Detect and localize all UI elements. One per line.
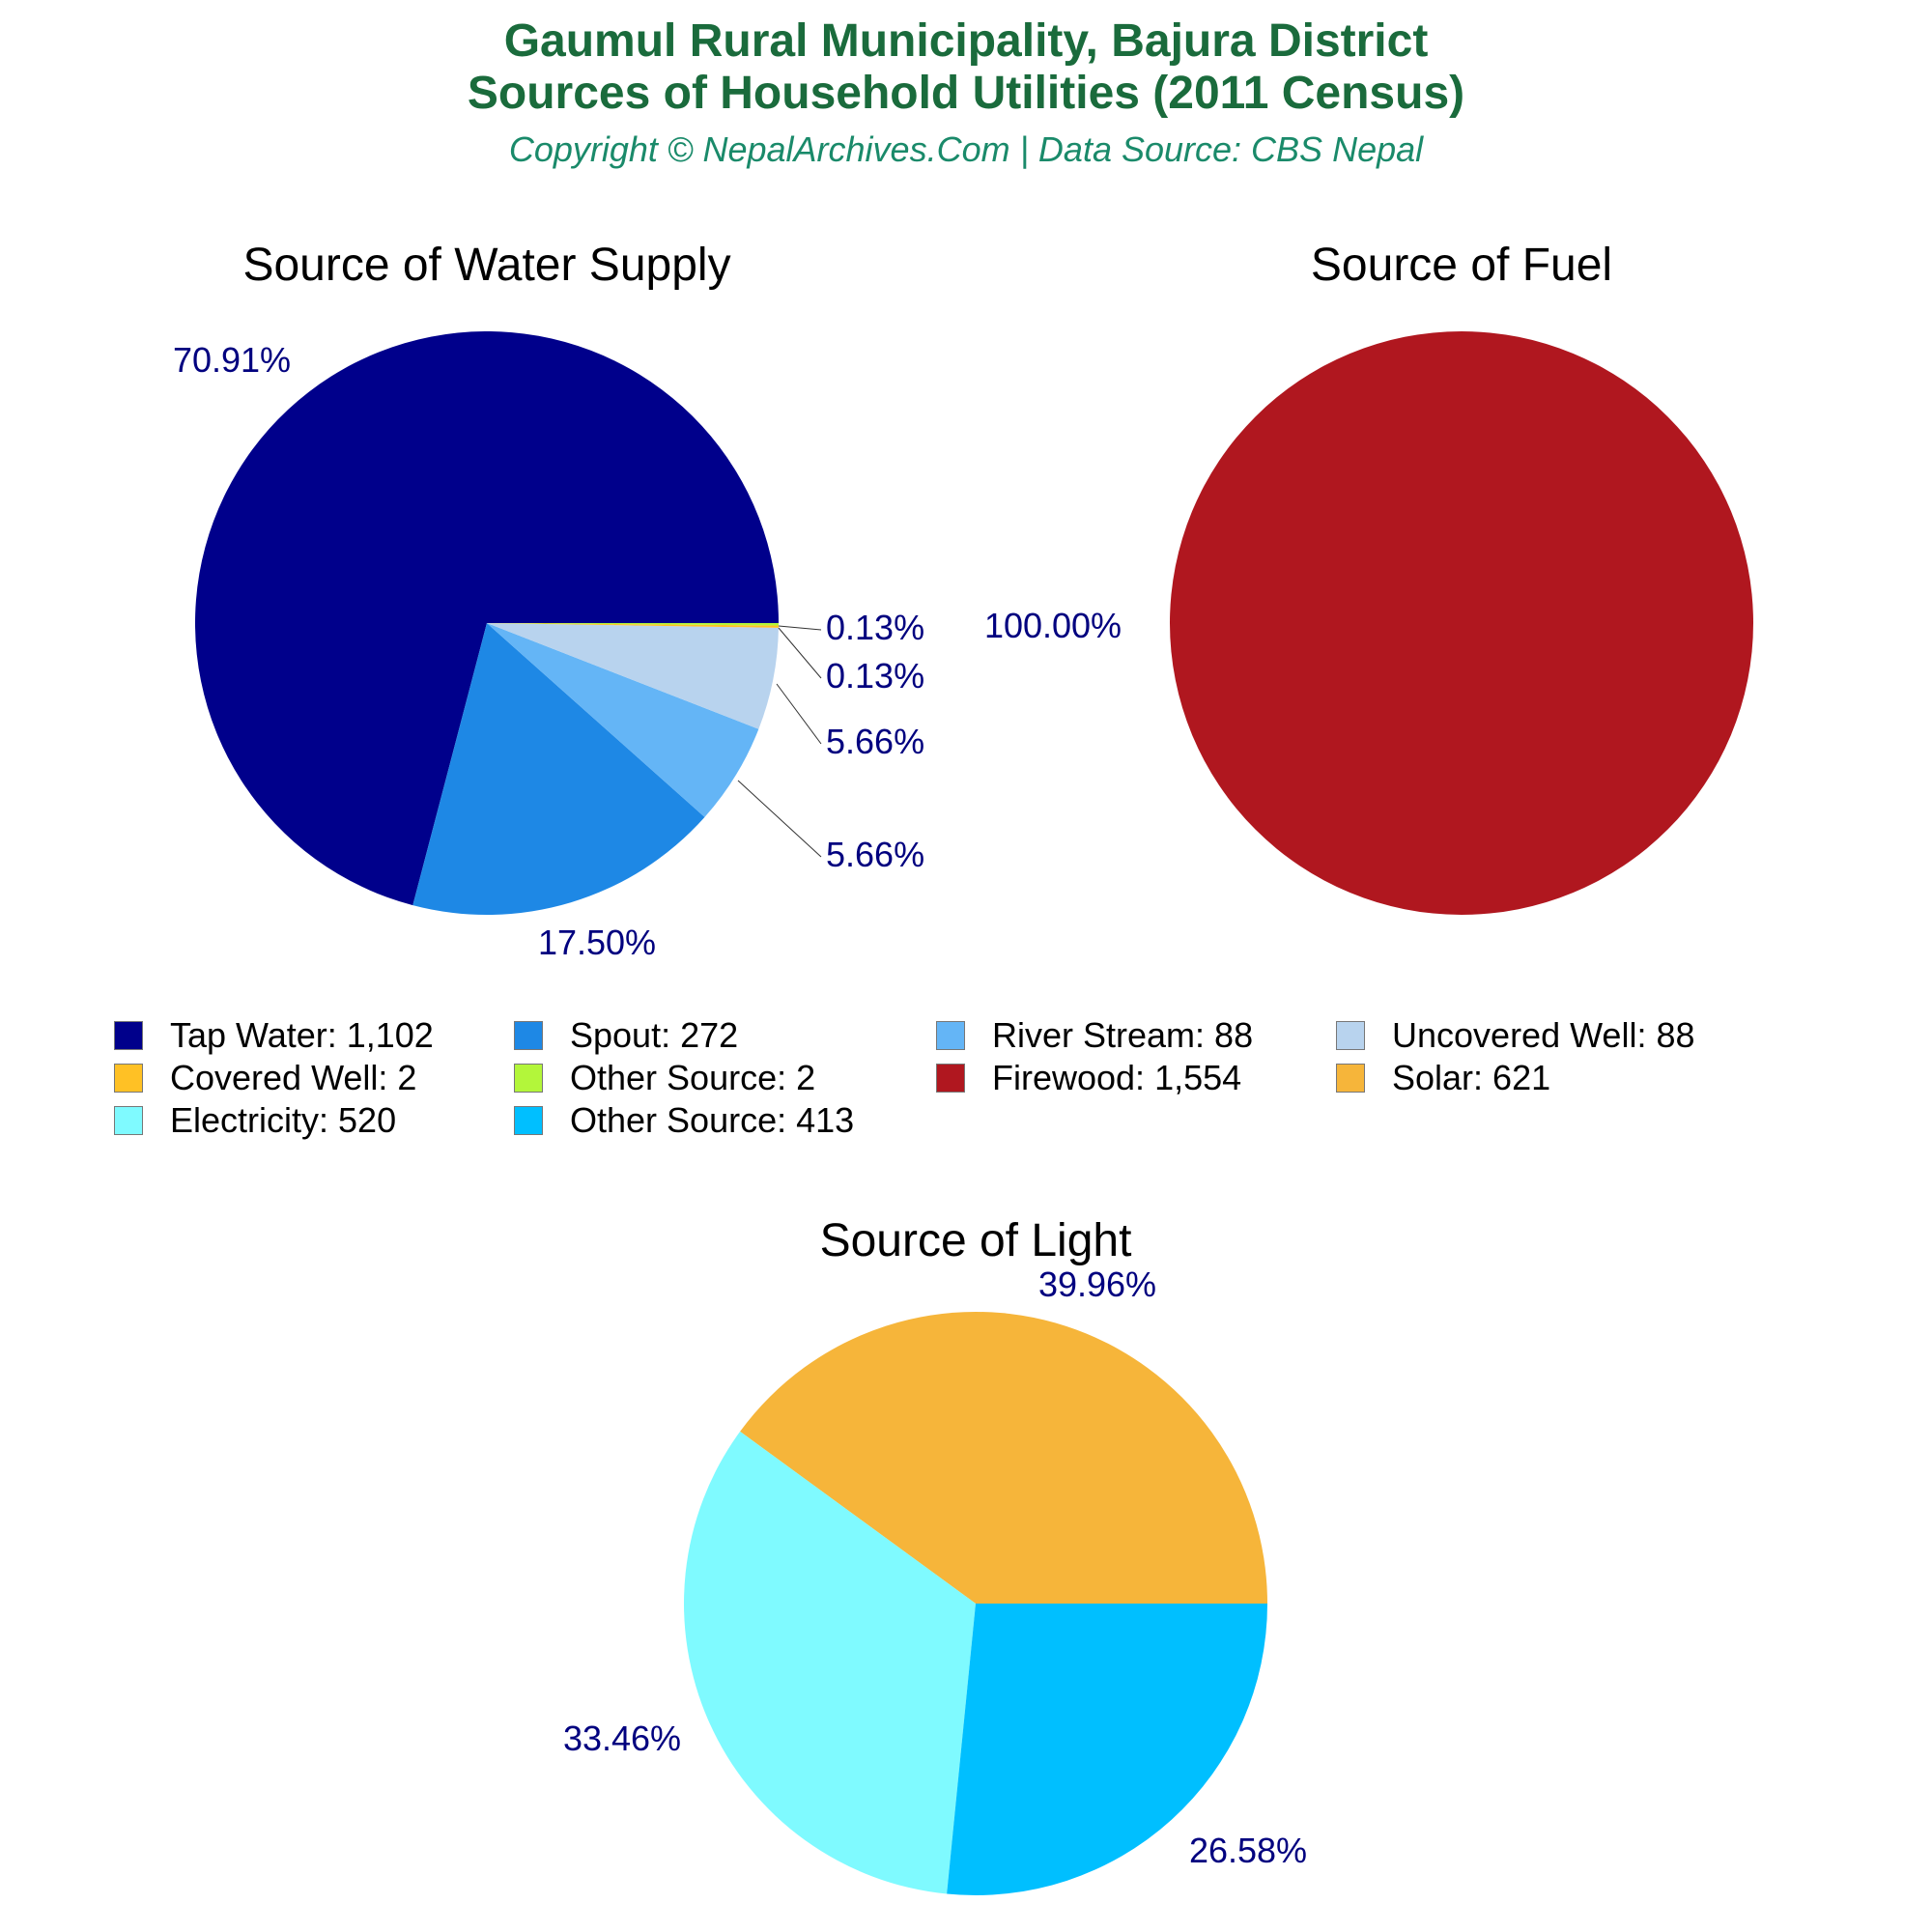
legend-swatch	[1336, 1064, 1365, 1093]
legend-item-other-source: Other Source: 413	[514, 1100, 855, 1140]
source-of-light-pct-label-2: 26.58%	[1189, 1831, 1307, 1870]
legend-label: Solar: 621	[1392, 1058, 1551, 1097]
legend-item-spout: Spout: 272	[514, 1015, 739, 1055]
legend-label: Uncovered Well: 88	[1392, 1015, 1695, 1055]
source-of-water-supply-leader-5	[778, 627, 822, 679]
source-of-fuel-title: Source of Fuel	[1311, 240, 1612, 291]
legend-item-uncovered-well: Uncovered Well: 88	[1336, 1015, 1695, 1055]
source-of-light-slice-electricity	[684, 1431, 976, 1894]
legend-item-river-stream: River Stream: 88	[936, 1015, 1254, 1055]
source-of-water-supply-slice-uncovered-well	[487, 623, 779, 729]
source-of-light-pct-label-1: 33.46%	[563, 1719, 681, 1758]
source-of-water-supply-leader-4	[778, 625, 822, 631]
source-of-light-pct-label-0: 39.96%	[1038, 1264, 1156, 1304]
legend-item-tap-water: Tap Water: 1,102	[114, 1015, 434, 1055]
source-of-light-title: Source of Light	[820, 1215, 1132, 1266]
source-of-water-supply-pct-label-5: 0.13%	[826, 656, 924, 696]
source-of-water-supply-pct-label-2: 5.66%	[826, 835, 924, 874]
source-of-fuel-pct-label-0: 100.00%	[984, 606, 1122, 645]
legend-label: River Stream: 88	[992, 1015, 1254, 1055]
legend-swatch	[514, 1021, 543, 1050]
page-title-line-1: Gaumul Rural Municipality, Bajura Distri…	[503, 15, 1429, 67]
legend-label: Tap Water: 1,102	[170, 1015, 434, 1055]
source-of-water-supply-pct-label-4: 0.13%	[826, 608, 924, 647]
legend-swatch	[114, 1064, 143, 1093]
legend-item-solar: Solar: 621	[1336, 1058, 1551, 1097]
legend-label: Other Source: 413	[570, 1100, 855, 1140]
source-of-light-slice-other-source	[947, 1604, 1267, 1895]
legend-swatch	[936, 1064, 965, 1093]
source-of-water-supply-leader-3	[776, 683, 822, 745]
legend-label: Covered Well: 2	[170, 1058, 417, 1097]
source-of-water-supply-pct-label-1: 17.50%	[538, 923, 656, 962]
legend-item-firewood: Firewood: 1,554	[936, 1058, 1242, 1097]
source-of-water-supply-slice-tap-water	[195, 331, 780, 906]
legend-item-other-source: Other Source: 2	[514, 1058, 816, 1097]
source-of-light-slice-solar	[740, 1312, 1267, 1604]
page-subtitle: Copyright © NepalArchives.Com | Data Sou…	[508, 129, 1424, 169]
legend-label: Electricity: 520	[170, 1100, 397, 1140]
legend-swatch	[514, 1106, 543, 1135]
source-of-water-supply-slice-spout	[412, 623, 705, 915]
legend-swatch	[936, 1021, 965, 1050]
legend-swatch	[514, 1064, 543, 1093]
legend-item-covered-well: Covered Well: 2	[114, 1058, 417, 1097]
source-of-water-supply-title: Source of Water Supply	[242, 240, 730, 291]
legend-label: Other Source: 2	[570, 1058, 816, 1097]
source-of-fuel-slice-firewood	[1170, 331, 1753, 915]
legend-item-electricity: Electricity: 520	[114, 1100, 397, 1140]
source-of-water-supply-slice-river-stream	[487, 623, 759, 817]
source-of-water-supply-pct-label-0: 70.91%	[173, 340, 291, 380]
legend-swatch	[114, 1021, 143, 1050]
source-of-water-supply-slice-covered-well	[487, 623, 779, 628]
page-title-line-2: Sources of Household Utilities (2011 Cen…	[467, 68, 1465, 119]
legend-label: Firewood: 1,554	[992, 1058, 1242, 1097]
source-of-water-supply-pct-label-3: 5.66%	[826, 722, 924, 761]
legend-label: Spout: 272	[570, 1015, 739, 1055]
source-of-water-supply-slice-other-source	[487, 623, 779, 626]
legend-swatch	[114, 1106, 143, 1135]
source-of-water-supply-leader-2	[737, 780, 822, 858]
legend-swatch	[1336, 1021, 1365, 1050]
